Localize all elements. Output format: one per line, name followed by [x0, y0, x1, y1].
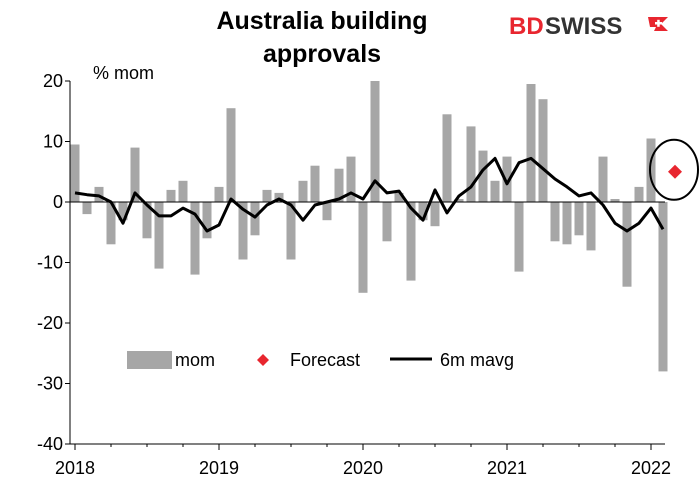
- mom-bar: [502, 156, 512, 202]
- y-tick-label: 20: [43, 71, 63, 91]
- logo-arrow-icon: [648, 17, 668, 31]
- x-ticks: 2018 2019 2020 2021 2022: [55, 444, 671, 478]
- mom-bar: [130, 147, 140, 202]
- mom-bar: [346, 156, 356, 202]
- mom-bar: [442, 114, 452, 202]
- mom-bar: [298, 180, 308, 202]
- legend-mom-label: mom: [175, 350, 215, 370]
- mom-bar: [370, 81, 380, 202]
- y-ticks: 20 10 0 -10 -20 -30 -40: [37, 71, 70, 454]
- mom-bar: [358, 202, 368, 293]
- legend-forecast-marker: [257, 354, 269, 366]
- mom-bar: [562, 202, 572, 245]
- mom-bar: [334, 168, 344, 202]
- x-tick-label: 2020: [343, 458, 383, 478]
- mom-bar: [490, 180, 500, 202]
- bdswiss-logo: BD SWISS: [509, 13, 668, 40]
- mom-bar: [214, 186, 224, 202]
- legend-forecast-label: Forecast: [290, 350, 360, 370]
- legend-mavg-label: 6m mavg: [440, 350, 514, 370]
- mom-bar: [106, 202, 116, 245]
- mom-bar: [238, 202, 248, 260]
- forecast-highlight-circle: [649, 138, 699, 201]
- mom-bar: [250, 202, 260, 236]
- chart-title-line-2: approvals: [263, 40, 381, 68]
- mom-bar: [166, 189, 176, 202]
- mom-bar: [394, 192, 404, 202]
- mom-bar: [526, 84, 536, 202]
- mom-bar: [118, 202, 128, 221]
- mom-bar: [82, 202, 92, 215]
- mom-bar: [202, 202, 212, 239]
- y-tick-label: -30: [37, 374, 63, 394]
- mom-bar: [574, 202, 584, 236]
- mom-bar: [418, 202, 428, 221]
- y-tick-label: 0: [53, 192, 63, 212]
- mom-bar: [286, 202, 296, 260]
- legend-mom-swatch: [127, 351, 172, 369]
- mom-bar: [322, 202, 332, 221]
- mom-bar: [226, 108, 236, 202]
- y-tick-label: -10: [37, 253, 63, 273]
- y-tick-label: -20: [37, 313, 63, 333]
- mom-bar: [274, 192, 284, 202]
- x-tick-label: 2018: [55, 458, 95, 478]
- mom-bar: [382, 202, 392, 242]
- mom-bar: [310, 165, 320, 202]
- mom-bar: [586, 202, 596, 251]
- mom-bar: [478, 150, 488, 202]
- x-tick-label: 2021: [487, 458, 527, 478]
- x-tick-label: 2019: [199, 458, 239, 478]
- mom-bar: [598, 156, 608, 202]
- svg-text:BD: BD: [509, 13, 544, 40]
- mavg-line-group: [74, 156, 665, 233]
- forecast-group: [649, 138, 699, 201]
- mom-bar: [514, 202, 524, 272]
- mom-bar: [634, 186, 644, 202]
- mom-bar: [658, 202, 668, 372]
- legend: mom Forecast 6m mavg: [127, 350, 514, 370]
- svg-text:SWISS: SWISS: [545, 13, 622, 40]
- mom-bar: [142, 202, 152, 239]
- mom-bar: [610, 199, 620, 202]
- y-tick-label: 10: [43, 132, 63, 152]
- chart-title-line-1: Australia building: [216, 7, 427, 35]
- forecast-point: [668, 164, 682, 179]
- mom-bar: [190, 202, 200, 275]
- mom-bar: [538, 99, 548, 202]
- mom-bar: [430, 202, 440, 227]
- mom-bar: [262, 189, 272, 202]
- y-tick-label: -40: [37, 434, 63, 454]
- mom-bar: [70, 144, 80, 202]
- mom-bar: [154, 202, 164, 269]
- mom-bars: [70, 81, 668, 372]
- mom-bar: [466, 126, 476, 202]
- x-tick-label: 2022: [631, 458, 671, 478]
- y-unit-label: % mom: [93, 63, 154, 83]
- mom-bar: [178, 180, 188, 202]
- mom-bar: [550, 202, 560, 242]
- mavg-line: [74, 156, 665, 233]
- mom-bar: [454, 199, 464, 202]
- mom-bar: [622, 202, 632, 287]
- mom-bar: [406, 202, 416, 281]
